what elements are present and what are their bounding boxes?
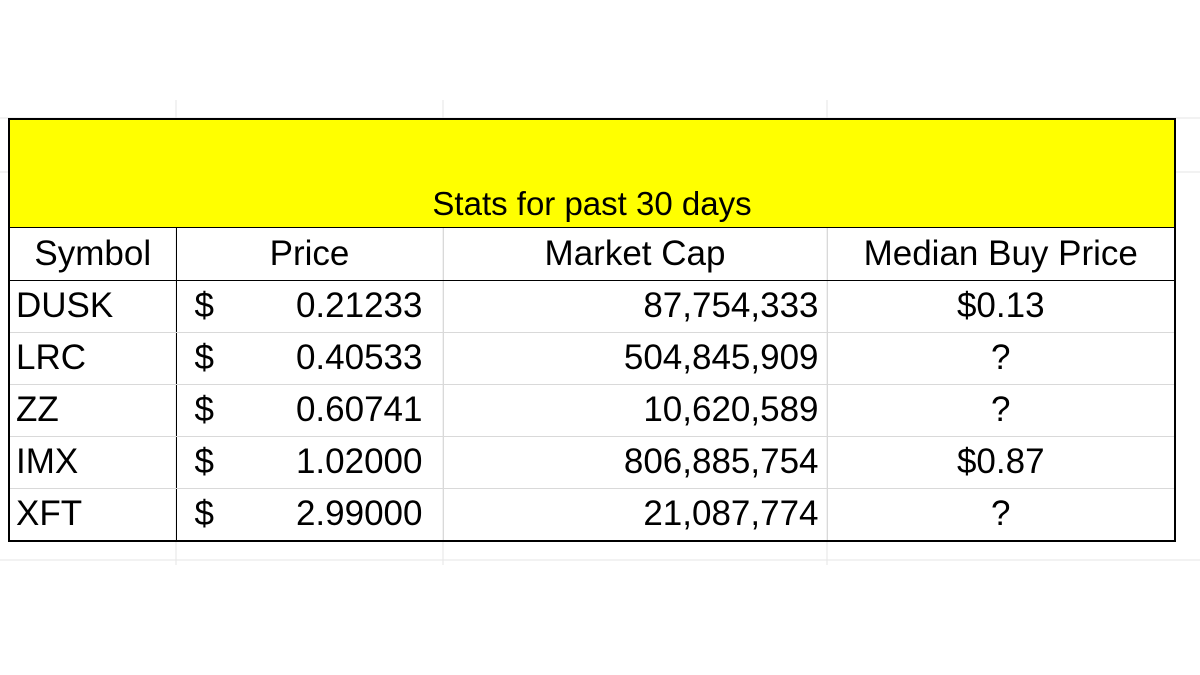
currency-symbol: $: [194, 494, 214, 534]
currency-symbol: $: [194, 442, 214, 481]
price-value: 1.02000: [295, 442, 423, 481]
currency-symbol: $: [194, 286, 214, 325]
cell-symbol[interactable]: XFT: [10, 488, 177, 540]
cell-symbol[interactable]: IMX: [10, 436, 177, 489]
cell-price[interactable]: $ 0.60741: [176, 384, 444, 437]
cell-market-cap[interactable]: 87,754,333: [443, 280, 828, 333]
table-row: XFT $ 2.99000 21,087,774 ?: [10, 488, 1174, 540]
cell-market-cap[interactable]: 21,087,774: [443, 488, 828, 540]
cell-price[interactable]: $ 1.02000: [176, 436, 444, 489]
stats-table: Symbol Price Market Cap Median Buy Price…: [10, 228, 1174, 540]
title-band: Stats for past 30 days: [10, 120, 1174, 228]
price-value: 2.99000: [295, 494, 423, 534]
cell-median-buy-price[interactable]: $0.87: [827, 436, 1174, 489]
header-median-buy-price[interactable]: Median Buy Price: [827, 228, 1174, 281]
header-market-cap[interactable]: Market Cap: [443, 228, 828, 281]
cell-market-cap[interactable]: 504,845,909: [443, 332, 828, 385]
cell-median-buy-price[interactable]: ?: [991, 494, 1011, 534]
cell-symbol[interactable]: ZZ: [10, 384, 177, 437]
cell-median-buy-price[interactable]: ?: [827, 384, 1174, 437]
cell-median-buy-price[interactable]: ?: [827, 332, 1174, 385]
cell-market-cap[interactable]: 806,885,754: [443, 436, 828, 489]
price-value: 0.60741: [295, 390, 423, 429]
header-symbol[interactable]: Symbol: [10, 228, 177, 281]
table-title: Stats for past 30 days: [432, 185, 752, 222]
header-row: Symbol Price Market Cap Median Buy Price: [10, 228, 1174, 281]
cell-symbol[interactable]: DUSK: [10, 280, 177, 333]
cell-price[interactable]: $ 0.40533: [176, 332, 444, 385]
table-row: ZZ $ 0.60741 10,620,589 ?: [10, 384, 1174, 437]
currency-symbol: $: [194, 390, 214, 429]
table-row: IMX $ 1.02000 806,885,754 $0.87: [10, 436, 1174, 489]
cell-median-buy-price[interactable]: $0.13: [827, 280, 1174, 333]
table-row: LRC $ 0.40533 504,845,909 ?: [10, 332, 1174, 385]
cell-market-cap[interactable]: 10,620,589: [443, 384, 828, 437]
price-value: 0.40533: [295, 338, 423, 377]
header-price[interactable]: Price: [176, 228, 444, 281]
price-value: 0.21233: [295, 286, 423, 325]
cell-symbol[interactable]: LRC: [10, 332, 177, 385]
currency-symbol: $: [194, 338, 214, 377]
cell-price[interactable]: $ 0.21233: [176, 280, 444, 333]
table-row: DUSK $ 0.21233 87,754,333 $0.13: [10, 280, 1174, 333]
cell-price[interactable]: $ 2.99000: [176, 488, 444, 540]
stats-table-container: Stats for past 30 days Symbol Price Mark…: [8, 118, 1176, 542]
